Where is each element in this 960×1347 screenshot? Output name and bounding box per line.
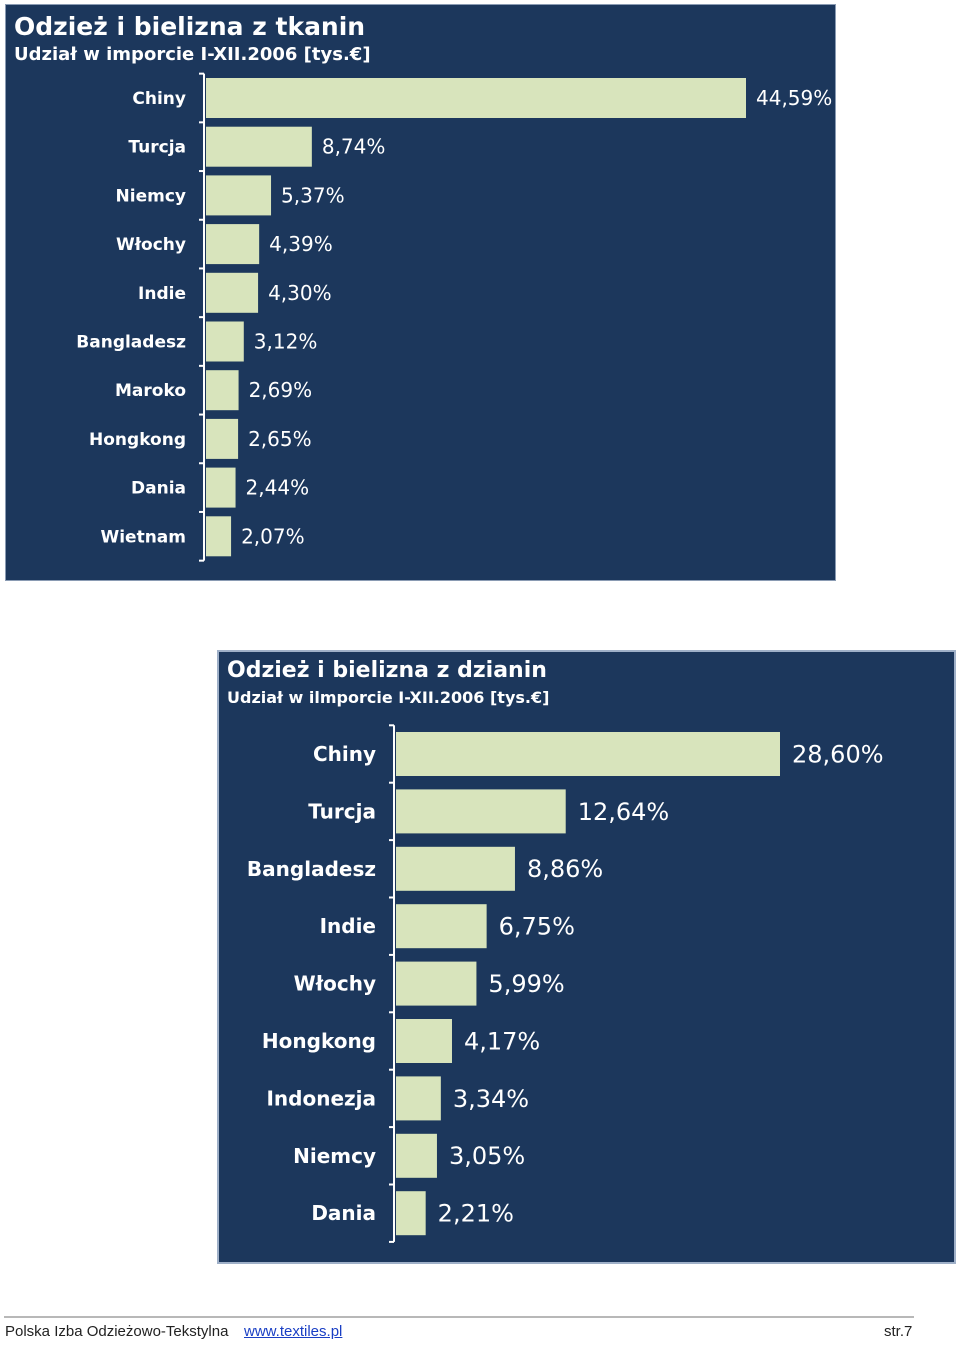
value-label: 3,05%: [449, 1142, 525, 1170]
category-label: Hongkong: [262, 1029, 376, 1053]
category-label: Turcja: [308, 799, 376, 823]
bar: [206, 418, 239, 459]
bar: [396, 732, 780, 776]
category-label: Dania: [131, 479, 186, 499]
chart-subtitle: Udział w imporcie I-XII.2006 [tys.€]: [14, 44, 371, 65]
bar: [206, 516, 232, 557]
chart-panel-knitted: Odzież i bielizna z dzianin Udział w ilm…: [217, 650, 956, 1264]
bar: [206, 321, 244, 362]
chart-panel-woven: Odzież i bielizna z tkanin Udział w impo…: [5, 4, 836, 581]
footer-organization: Polska Izba Odzieżowo-Tekstylna: [5, 1323, 229, 1340]
category-label: Włochy: [294, 972, 376, 996]
value-label: 4,17%: [464, 1027, 540, 1055]
value-label: 6,75%: [499, 913, 575, 941]
category-label: Hongkong: [89, 430, 186, 450]
footer-website-link[interactable]: www.textiles.pl: [244, 1323, 343, 1340]
category-label: Indie: [320, 914, 376, 938]
bar: [396, 1076, 441, 1121]
value-label: 5,99%: [488, 970, 564, 998]
value-label: 44,59%: [756, 86, 832, 110]
footer-page-number: str.7: [884, 1323, 913, 1340]
bar: [396, 1191, 426, 1236]
bar-chart-knitted: Chiny 28,60% Turcja 12,64% Bangladesz 8,86% In…: [247, 724, 884, 1243]
value-label: 2,44%: [246, 476, 310, 500]
value-label: 4,39%: [269, 232, 333, 256]
category-label: Bangladesz: [247, 857, 376, 881]
category-label: Turcja: [128, 138, 186, 158]
value-label: 3,34%: [453, 1085, 529, 1113]
bar: [206, 175, 272, 216]
value-label: 28,60%: [792, 740, 884, 768]
value-label: 4,30%: [268, 281, 332, 305]
bar: [396, 961, 477, 1006]
value-label: 2,65%: [248, 427, 312, 451]
category-label: Niemcy: [293, 1144, 376, 1168]
chart-subtitle: Udział w ilmporcie I-XII.2006 [tys.€]: [227, 688, 550, 707]
bar: [396, 904, 487, 949]
value-label: 3,12%: [254, 330, 318, 354]
bar: [396, 789, 566, 834]
bar: [396, 846, 515, 891]
value-label: 8,86%: [527, 855, 603, 883]
value-label: 12,64%: [578, 798, 670, 826]
category-label: Wietnam: [100, 527, 186, 547]
category-label: Bangladesz: [76, 332, 186, 352]
category-label: Indonezja: [266, 1086, 376, 1110]
bar: [206, 272, 259, 313]
category-label: Dania: [311, 1201, 376, 1225]
category-label: Indie: [138, 284, 186, 304]
category-label: Chiny: [313, 742, 376, 766]
value-label: 8,74%: [322, 135, 386, 159]
bar-chart-woven: Chiny 44,59% Turcja 8,74% Niemcy 5,37% Włochy 4…: [76, 72, 832, 562]
bar: [206, 467, 236, 508]
value-label: 2,21%: [438, 1200, 514, 1228]
value-label: 2,69%: [249, 378, 313, 402]
bar: [206, 370, 239, 411]
category-label: Niemcy: [116, 186, 186, 206]
bar: [206, 78, 746, 118]
bar: [206, 224, 260, 265]
bar: [396, 1133, 437, 1178]
chart-title: Odzież i bielizna z tkanin: [14, 12, 366, 41]
footer-divider: [4, 1316, 914, 1318]
bar: [396, 1019, 452, 1063]
bar: [206, 126, 312, 167]
category-label: Chiny: [132, 89, 186, 109]
chart-title: Odzież i bielizna z dzianin: [227, 658, 547, 683]
value-label: 5,37%: [281, 183, 345, 207]
category-label: Maroko: [115, 381, 186, 401]
category-label: Włochy: [116, 235, 186, 255]
value-label: 2,07%: [241, 524, 305, 548]
